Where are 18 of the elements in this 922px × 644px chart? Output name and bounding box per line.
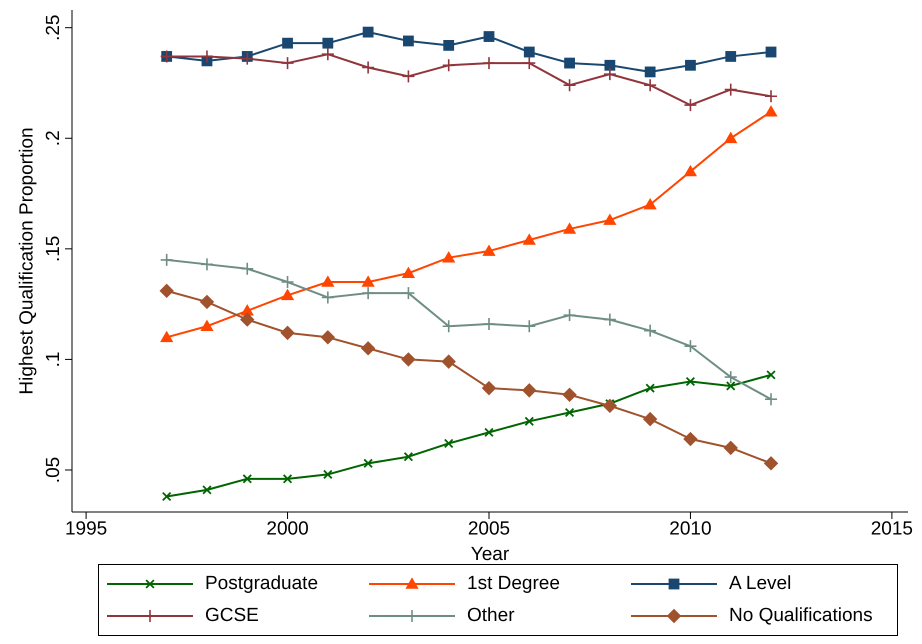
x-tick-label: 1995	[64, 518, 108, 540]
x-axis-title: Year	[470, 544, 510, 565]
y-tick-label: .15	[43, 236, 64, 262]
y-tick-label: .1	[43, 351, 64, 368]
x-tick-label: 2000	[266, 518, 309, 540]
y-tick-label: .2	[43, 130, 64, 146]
y-tick-label: .05	[43, 456, 64, 484]
x-tick-label: 2015	[870, 518, 914, 540]
legend-label: 1st Degree	[467, 573, 560, 595]
legend-label: Postgraduate	[205, 573, 318, 595]
legend-label: GCSE	[205, 605, 259, 627]
legend-label: Other	[467, 605, 515, 627]
legend-label: No Qualifications	[729, 605, 873, 627]
legend-label: A Level	[729, 573, 792, 595]
x-tick-label: 2010	[669, 518, 712, 540]
y-axis-title: Highest Qualification Proportion	[16, 127, 38, 395]
x-tick-label: 2005	[468, 518, 510, 540]
y-tick-label: .25	[43, 14, 64, 41]
